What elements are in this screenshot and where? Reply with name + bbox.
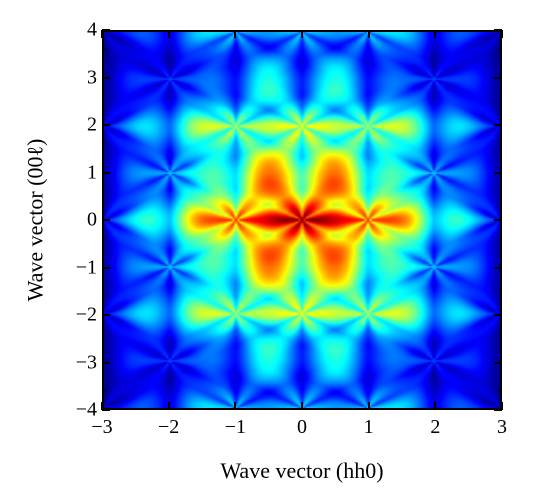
xtick-label: 2 [430,416,440,439]
x-axis-label-text: Wave vector (hh0) [220,458,383,483]
chart-container: Wave vector (00ℓ) Wave vector (hh0) −4−3… [20,20,529,484]
ytick-mark [494,172,502,174]
ytick-mark [102,124,110,126]
xtick-label: −2 [158,416,179,439]
xtick-mark [101,402,103,410]
xtick-mark [234,30,236,38]
xtick-mark [234,402,236,410]
xtick-label: 1 [364,416,374,439]
xtick-mark [168,402,170,410]
xtick-label: 3 [497,416,507,439]
ytick-mark [102,314,110,316]
xtick-mark [434,30,436,38]
y-axis-label: Wave vector (00ℓ) [20,20,50,420]
xtick-mark [434,402,436,410]
ytick-mark [494,124,502,126]
xtick-mark [501,402,503,410]
ytick-mark [494,314,502,316]
xtick-label: 0 [297,416,307,439]
plot-area [102,30,502,410]
ytick-mark [102,267,110,269]
ytick-mark [102,172,110,174]
heatmap [104,32,500,408]
ytick-label: 0 [53,209,97,232]
ytick-label: 4 [53,19,97,42]
ytick-label: 1 [53,161,97,184]
xtick-mark [368,30,370,38]
xtick-label: −3 [91,416,112,439]
x-axis-label: Wave vector (hh0) [102,458,502,484]
xtick-mark [301,402,303,410]
ytick-mark [102,29,110,31]
xtick-mark [101,30,103,38]
xtick-mark [501,30,503,38]
xtick-mark [168,30,170,38]
xtick-mark [301,30,303,38]
y-axis-label-text: Wave vector (00ℓ) [22,139,48,302]
ytick-mark [102,362,110,364]
ytick-mark [494,362,502,364]
ytick-mark [494,219,502,221]
ytick-label: 2 [53,114,97,137]
xtick-label: −1 [225,416,246,439]
ytick-label: −2 [53,304,97,327]
ytick-mark [494,267,502,269]
ytick-mark [102,219,110,221]
xtick-mark [368,402,370,410]
ytick-label: 3 [53,66,97,89]
ytick-mark [102,409,110,411]
ytick-mark [102,77,110,79]
ytick-label: −3 [53,351,97,374]
ytick-mark [494,77,502,79]
ytick-label: −1 [53,256,97,279]
